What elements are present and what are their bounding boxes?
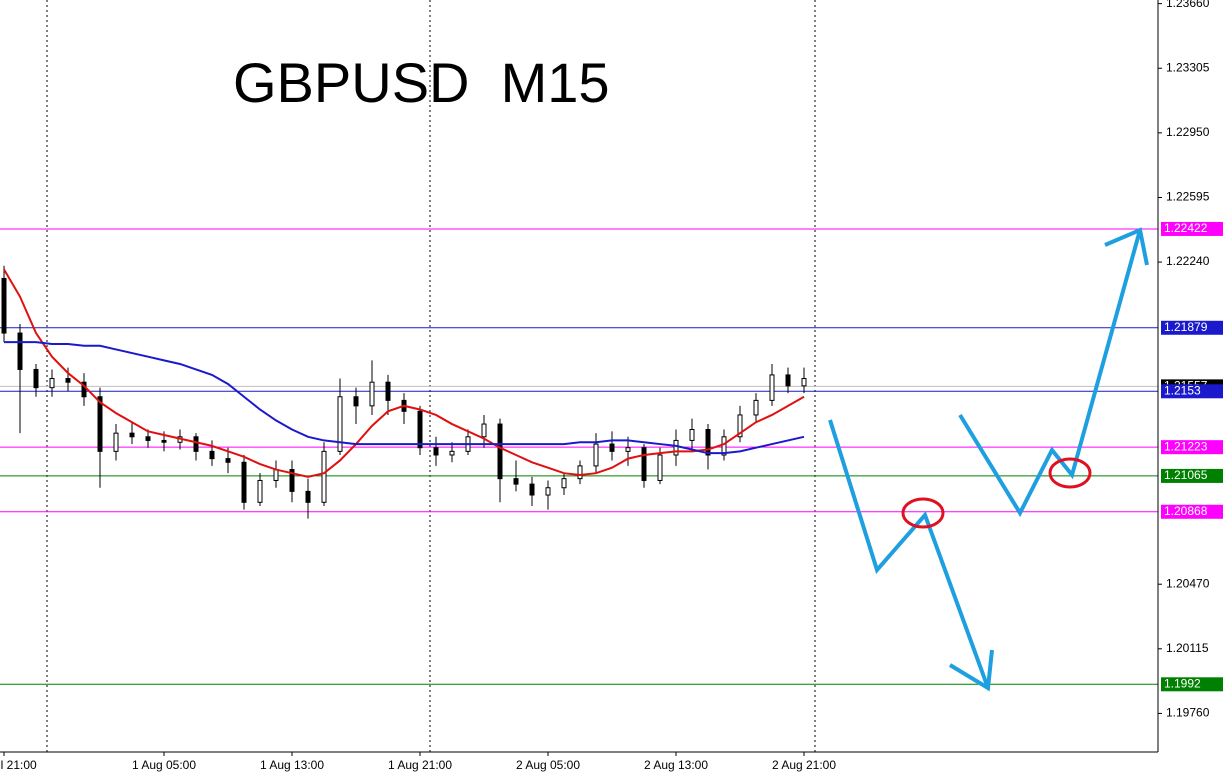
arrow-down — [828, 419, 990, 689]
candle-body — [209, 450, 215, 460]
x-tick-label: 2 Aug 13:00 — [644, 758, 708, 772]
annotations — [828, 227, 1149, 692]
moving-average — [3, 268, 805, 478]
candle-body — [801, 378, 807, 387]
candle-body — [97, 396, 103, 452]
candle-body — [593, 443, 599, 467]
level-label: 1.21065 — [1164, 468, 1208, 482]
candle-body — [1, 277, 7, 334]
circle-mark — [1048, 457, 1092, 489]
level-label-box — [1161, 468, 1223, 483]
y-tick-label: 1.19760 — [1166, 706, 1210, 720]
x-tick-label: 1 Aug 13:00 — [260, 758, 324, 772]
plot — [1, 265, 807, 519]
candle-body — [433, 447, 439, 456]
candle-body — [385, 381, 391, 401]
level-label-box — [1161, 221, 1223, 236]
x-tick-label: 2 Aug 21:00 — [772, 758, 836, 772]
candle-body — [65, 378, 71, 383]
candle-body — [481, 423, 487, 438]
candle-body — [689, 429, 695, 441]
candle-body — [33, 368, 39, 389]
level-label: 1.20868 — [1164, 504, 1208, 518]
candle-body — [545, 487, 551, 496]
moving-average — [4, 341, 805, 455]
level-label: 1.22422 — [1164, 221, 1208, 235]
level-label-box — [1161, 384, 1223, 399]
candle-body — [337, 396, 343, 452]
x-tick-label: 2 Aug 05:00 — [516, 758, 580, 772]
candle-body — [257, 479, 263, 503]
level-label-box — [1161, 320, 1223, 335]
axes: 1.23660 1.23305 1.22950 1.22595 1.22240 1.204… — [0, 0, 1223, 772]
candle-body — [353, 396, 359, 407]
candle-body — [625, 447, 631, 452]
candle-body — [129, 432, 135, 438]
candle-body — [657, 454, 663, 481]
candle-body — [561, 478, 567, 489]
y-tick-label: 1.23660 — [1166, 0, 1210, 10]
arrow-head — [948, 649, 994, 692]
candle-body — [321, 450, 327, 503]
candle-body — [145, 436, 151, 441]
y-tick-label: 1.22240 — [1166, 254, 1210, 268]
circle-mark — [901, 497, 945, 529]
candle-body — [417, 410, 423, 449]
candle-body — [273, 469, 279, 481]
level-label: 1.21879 — [1164, 320, 1208, 334]
level-label: 1.1992 — [1164, 676, 1201, 690]
candle-body — [529, 483, 535, 496]
candle-body — [769, 374, 775, 401]
candle-body — [577, 465, 583, 480]
candle-body — [753, 399, 759, 416]
arrow-up — [958, 229, 1142, 518]
candle-body — [785, 374, 791, 387]
candle-body — [113, 432, 119, 452]
candle-body — [513, 478, 519, 485]
candle-body — [161, 439, 167, 443]
candle-body — [225, 458, 231, 463]
candle-body — [193, 436, 199, 452]
y-tick-label: 1.22595 — [1166, 190, 1210, 204]
candle-body — [289, 469, 295, 492]
level-label: 1.2153 — [1164, 383, 1201, 397]
level-label-box — [1161, 440, 1223, 455]
candle-body — [305, 490, 311, 503]
level-label-box — [1161, 504, 1223, 519]
x-tick-label: 1 Aug 05:00 — [132, 758, 196, 772]
candle-body — [81, 381, 87, 398]
level-label-box — [1161, 677, 1223, 692]
candle-body — [369, 381, 375, 407]
y-tick-label: 1.23305 — [1166, 60, 1210, 74]
candle-body — [641, 447, 647, 481]
candle-body — [449, 450, 455, 456]
candle-body — [609, 443, 615, 452]
candle-body — [737, 414, 743, 438]
x-tick-label: 31 Jul 21:00 — [0, 758, 37, 772]
chart-title: GBPUSD M15 — [233, 51, 610, 114]
x-tick-label: 1 Aug 21:00 — [388, 758, 452, 772]
y-tick-label: 1.20470 — [1166, 576, 1210, 590]
candle-body — [673, 439, 679, 456]
arrow-head — [1104, 227, 1149, 266]
y-tick-label: 1.22950 — [1166, 125, 1210, 139]
candle-body — [49, 378, 55, 389]
candle-body — [17, 332, 23, 370]
candle-body — [705, 429, 711, 456]
levels — [0, 228, 1158, 685]
y-tick-label: 1.20115 — [1166, 641, 1209, 655]
candle-body — [721, 436, 727, 456]
candle-body — [497, 423, 503, 480]
candle-body — [241, 461, 247, 503]
level-label: 1.21223 — [1164, 439, 1208, 453]
